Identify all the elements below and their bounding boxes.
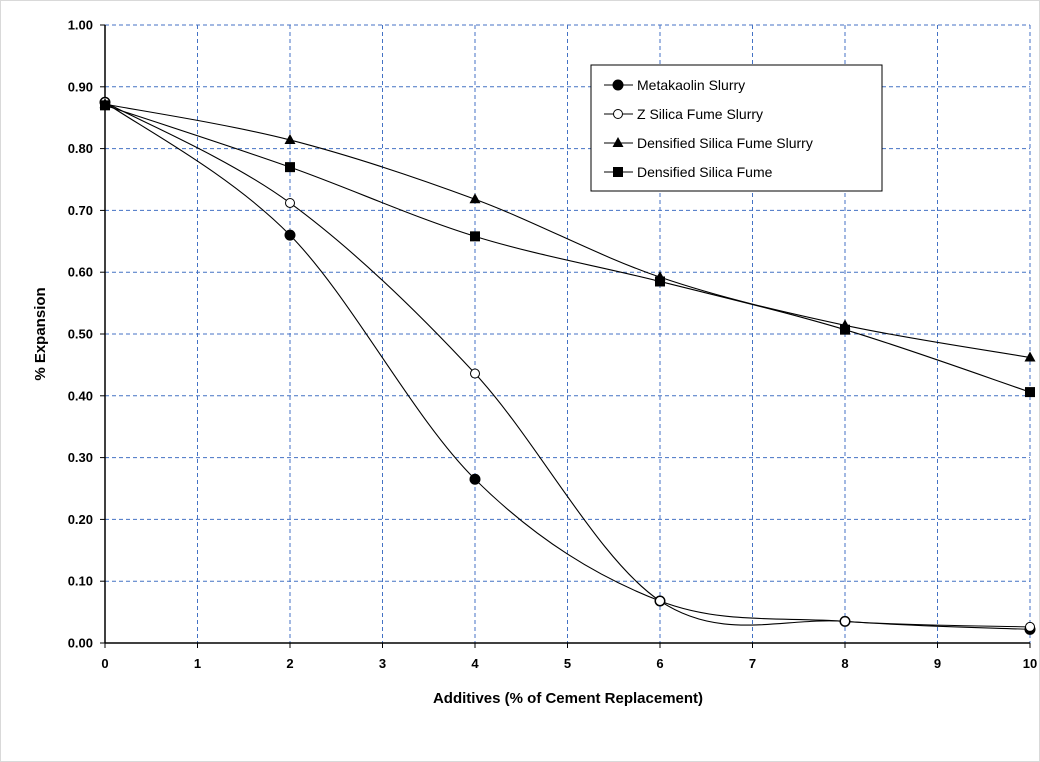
x-tick-label: 6: [656, 656, 663, 671]
series-3: [104, 103, 1031, 359]
data-point: [840, 616, 850, 627]
y-tick-label: 0.40: [68, 388, 93, 403]
legend-box: [590, 64, 883, 192]
x-tick-label: 8: [841, 656, 848, 671]
y-axis-title: % Expansion: [32, 287, 49, 380]
legend-items: Metakaolin Slurry Z Silica Fume Slurry Den…: [604, 77, 813, 180]
legend-marker: [612, 137, 624, 147]
series-line: [104, 103, 1031, 359]
x-tick-label: 2: [286, 656, 293, 671]
legend-label: Densified Silica Fume Slurry: [637, 135, 813, 151]
data-point: [285, 197, 295, 208]
legend: Metakaolin Slurry Z Silica Fume Slurry Den…: [590, 64, 883, 192]
data-point: [469, 193, 481, 204]
y-tick-label: 0.70: [68, 203, 93, 218]
data-point: [1024, 351, 1036, 362]
legend-label: Z Silica Fume Slurry: [637, 106, 763, 122]
data-point: [284, 133, 296, 144]
series-markers-4: [100, 100, 1035, 398]
y-tick-label: 1.00: [68, 18, 93, 33]
data-point: [469, 473, 481, 485]
legend-marker: [613, 167, 623, 177]
data-point: [840, 324, 850, 335]
y-tick-label: 0.60: [68, 265, 93, 280]
x-tick-label: 3: [379, 656, 386, 671]
legend-label: Densified Silica Fume: [637, 164, 773, 180]
data-point: [470, 368, 480, 379]
data-point: [1025, 621, 1035, 632]
legend-item: Densified Silica Fume: [604, 164, 773, 180]
legend-label: Metakaolin Slurry: [637, 77, 745, 93]
data-point: [655, 595, 665, 606]
legend-marker: [612, 79, 624, 91]
legend-item: Z Silica Fume Slurry: [604, 106, 763, 122]
axes: [100, 24, 1031, 648]
data-point: [100, 100, 110, 111]
x-tick-label: 9: [934, 656, 941, 671]
data-point: [1025, 387, 1035, 398]
y-tick-label: 0.90: [68, 79, 93, 94]
series-4: [104, 104, 1031, 393]
x-tick-label: 7: [749, 656, 756, 671]
series-line: [104, 104, 1031, 393]
data-point: [285, 162, 295, 173]
data-point: [655, 276, 665, 287]
x-axis-title: Additives (% of Cement Replacement): [433, 690, 703, 707]
y-tick-label: 0.20: [68, 512, 93, 527]
tick-labels: 0 1 2 3 4 5 6 7 8 9 10 0.00 0.10 0.20 0.30 0.40 0.50 0.60…: [68, 18, 1038, 672]
x-tick-label: 4: [471, 656, 479, 671]
y-tick-label: 0.30: [68, 450, 93, 465]
x-tick-label: 0: [101, 656, 108, 671]
data-point: [284, 229, 296, 241]
x-tick-label: 10: [1023, 656, 1037, 671]
legend-item: Metakaolin Slurry: [604, 77, 745, 93]
y-tick-label: 0.50: [68, 327, 93, 342]
legend-item: Densified Silica Fume Slurry: [604, 135, 813, 151]
grid-lines: [105, 24, 1031, 643]
x-tick-label: 5: [564, 656, 571, 671]
data-point: [470, 231, 480, 242]
legend-marker: [613, 109, 623, 119]
y-tick-label: 0.00: [68, 636, 93, 651]
series-lines: [99, 96, 1036, 635]
y-tick-label: 0.10: [68, 574, 93, 589]
x-tick-label: 1: [194, 656, 201, 671]
y-tick-label: 0.80: [68, 141, 93, 156]
